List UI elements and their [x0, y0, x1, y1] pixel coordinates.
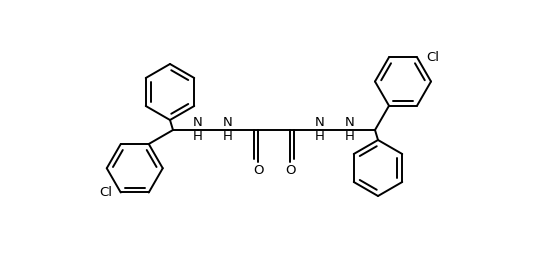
Text: H: H — [193, 131, 203, 143]
Text: N: N — [193, 117, 203, 129]
Text: O: O — [253, 165, 263, 177]
Text: O: O — [284, 165, 295, 177]
Text: H: H — [315, 131, 325, 143]
Text: N: N — [315, 117, 325, 129]
Text: H: H — [345, 131, 355, 143]
Text: Cl: Cl — [426, 51, 439, 64]
Text: N: N — [345, 117, 355, 129]
Text: Cl: Cl — [99, 186, 112, 199]
Text: N: N — [223, 117, 233, 129]
Text: H: H — [223, 131, 233, 143]
